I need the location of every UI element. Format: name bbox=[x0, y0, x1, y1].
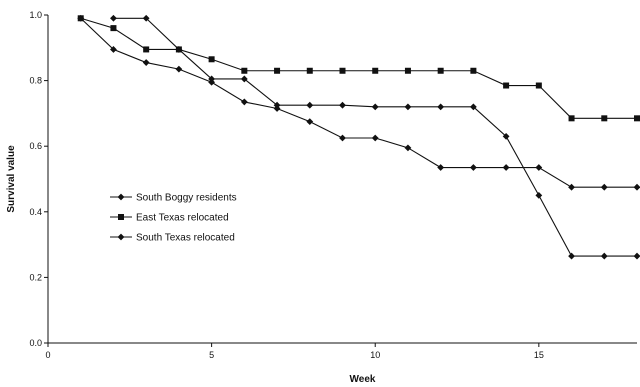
y-axis-title: Survival value bbox=[6, 145, 17, 213]
data-point bbox=[535, 82, 542, 89]
data-point bbox=[437, 164, 445, 171]
legend-marker bbox=[118, 214, 124, 220]
legend-item: South Boggy residents bbox=[110, 193, 237, 204]
data-point bbox=[175, 65, 183, 73]
data-point bbox=[633, 183, 640, 191]
legend-label: South Boggy residents bbox=[136, 193, 237, 204]
data-point bbox=[535, 192, 543, 199]
data-point bbox=[339, 101, 346, 109]
series-2 bbox=[77, 15, 640, 122]
y-tick-label: 0.6 bbox=[29, 141, 42, 151]
data-point bbox=[502, 164, 510, 171]
legend-marker bbox=[117, 193, 125, 201]
legend-item: South Texas relocated bbox=[110, 233, 235, 244]
data-point bbox=[404, 67, 411, 74]
data-point bbox=[568, 183, 575, 191]
data-point bbox=[110, 25, 117, 32]
y-tick-label: 1.0 bbox=[29, 10, 42, 20]
y-tick-label: 0.0 bbox=[29, 338, 42, 348]
data-point bbox=[372, 67, 379, 74]
x-tick-label: 0 bbox=[45, 350, 50, 360]
axes: 0.0 0.2 0.4 0.6 0.8 1.0 0 5 10 15 bbox=[29, 10, 637, 360]
x-ticks: 0 5 10 15 bbox=[45, 343, 544, 360]
data-point bbox=[568, 252, 575, 260]
data-point bbox=[208, 56, 215, 63]
data-point bbox=[469, 164, 477, 171]
data-point bbox=[110, 14, 117, 22]
data-point bbox=[634, 115, 640, 122]
data-point bbox=[600, 183, 608, 191]
series-layer bbox=[77, 14, 640, 260]
x-tick-label: 10 bbox=[370, 350, 380, 360]
series-1 bbox=[77, 14, 640, 191]
data-point bbox=[404, 103, 412, 111]
data-point bbox=[469, 103, 477, 111]
data-point bbox=[240, 75, 248, 83]
data-point bbox=[470, 67, 477, 74]
data-point bbox=[77, 15, 84, 22]
data-point bbox=[339, 134, 346, 142]
data-point bbox=[404, 144, 412, 152]
x-tick-label: 5 bbox=[209, 350, 214, 360]
data-point bbox=[274, 67, 281, 74]
data-point bbox=[110, 46, 117, 53]
data-point bbox=[339, 67, 346, 74]
series-3 bbox=[110, 14, 640, 260]
y-tick-label: 0.2 bbox=[29, 272, 42, 282]
data-point bbox=[208, 75, 216, 83]
data-point bbox=[175, 46, 183, 53]
data-point bbox=[273, 101, 281, 109]
data-point bbox=[143, 46, 150, 53]
data-point bbox=[306, 118, 314, 125]
data-point bbox=[240, 98, 248, 106]
x-axis-title: Week bbox=[350, 374, 376, 385]
series-line bbox=[80, 17, 637, 188]
legend-marker bbox=[117, 233, 125, 241]
data-point bbox=[568, 115, 575, 122]
data-point bbox=[142, 59, 150, 66]
data-point bbox=[503, 82, 510, 89]
data-point bbox=[241, 67, 248, 74]
data-point bbox=[437, 67, 444, 74]
legend-label: East Texas relocated bbox=[136, 213, 229, 224]
y-tick-label: 0.8 bbox=[29, 76, 42, 86]
data-point bbox=[437, 103, 445, 111]
data-point bbox=[306, 67, 313, 74]
y-tick-label: 0.4 bbox=[29, 207, 42, 217]
data-point bbox=[306, 101, 314, 109]
data-point bbox=[535, 164, 543, 171]
legend: South Boggy residents East Texas relocate… bbox=[110, 193, 237, 244]
data-point bbox=[371, 134, 379, 142]
data-point bbox=[502, 132, 510, 140]
legend-item: East Texas relocated bbox=[110, 213, 229, 224]
data-point bbox=[601, 115, 608, 122]
data-point bbox=[371, 103, 379, 111]
data-point bbox=[600, 252, 608, 260]
x-tick-label: 15 bbox=[534, 350, 544, 360]
y-ticks: 0.0 0.2 0.4 0.6 0.8 1.0 bbox=[29, 10, 48, 348]
series-line bbox=[80, 17, 637, 119]
data-point bbox=[142, 14, 150, 22]
data-point bbox=[633, 252, 640, 260]
legend-label: South Texas relocated bbox=[136, 233, 235, 244]
